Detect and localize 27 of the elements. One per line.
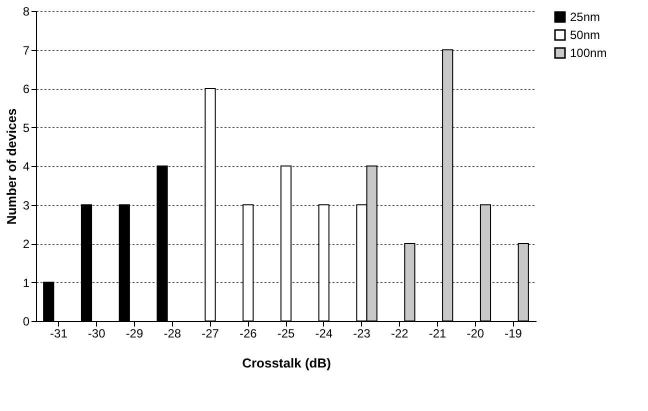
y-tick-label: 6 (22, 82, 30, 96)
y-tick-label: 7 (22, 43, 30, 58)
y-tick-label: 5 (22, 120, 30, 135)
x-tick-label: -21 (428, 326, 447, 340)
x-tick-label: -23 (353, 326, 371, 340)
y-tick-label: 0 (22, 314, 30, 328)
x-tick-label: -24 (315, 326, 333, 340)
x-tick-label: -30 (88, 326, 106, 340)
x-tick-label: -28 (164, 326, 182, 340)
x-tick-label: -26 (239, 326, 258, 340)
x-tick-label: -31 (50, 326, 68, 340)
x-tick-label: -20 (466, 326, 484, 340)
legend-label: 100nm (570, 46, 607, 60)
y-tick-label: 1 (22, 276, 30, 290)
x-tick-label: -25 (277, 326, 295, 340)
y-tick-label: 2 (22, 237, 30, 251)
legend-label: 25nm (570, 10, 600, 24)
y-tick-label: 4 (22, 160, 30, 174)
y-axis-title: Number of devices (4, 108, 19, 225)
x-tick-label: -27 (202, 326, 220, 340)
x-tick-label: -19 (504, 326, 522, 340)
x-axis-title: Crosstalk (dB) (242, 356, 331, 370)
y-tick-label: 8 (22, 4, 30, 18)
legend-label: 50nm (570, 28, 600, 42)
x-tick-label: -29 (126, 326, 144, 340)
y-tick-label: 3 (22, 198, 30, 212)
x-tick-label: -22 (390, 326, 409, 340)
